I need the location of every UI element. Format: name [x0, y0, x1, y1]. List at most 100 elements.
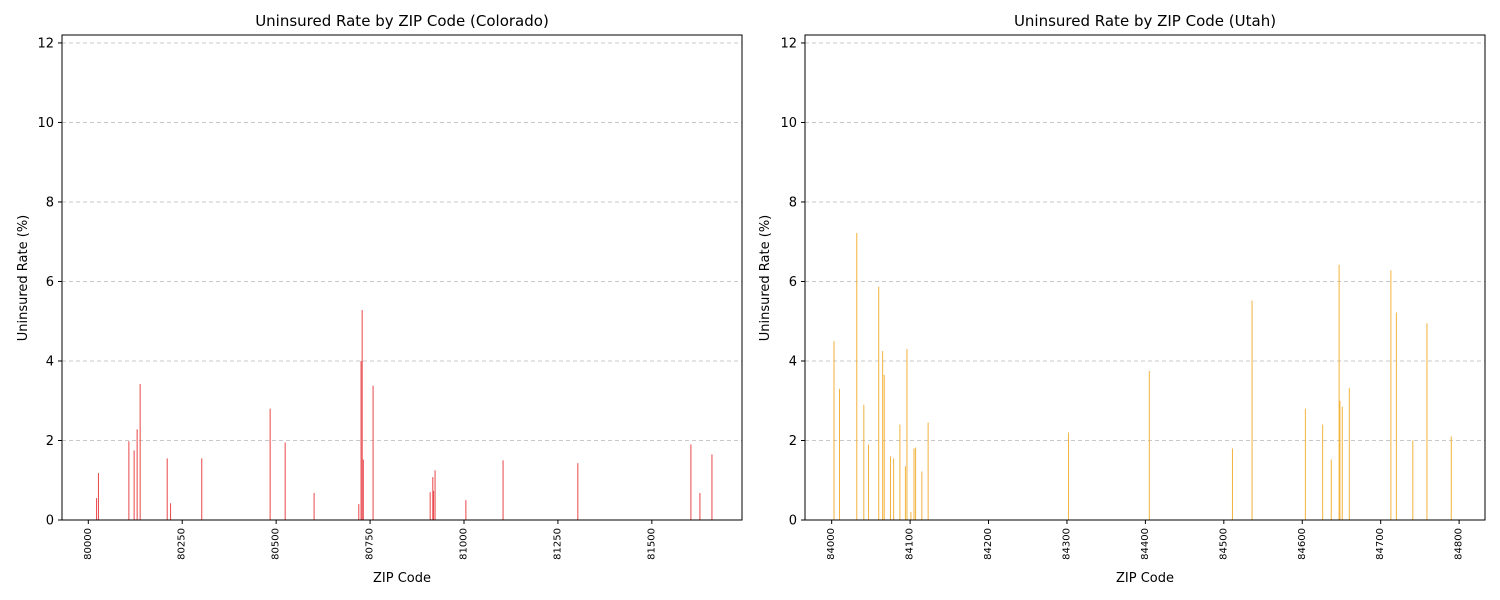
y-tick-label: 4 [789, 354, 797, 369]
bar [878, 286, 880, 520]
bar [1338, 264, 1340, 520]
bar [868, 444, 870, 520]
bar [96, 498, 98, 520]
bar [362, 459, 364, 520]
bar [910, 512, 912, 520]
bars [833, 232, 1452, 520]
y-axis-ticks: 0 2 4 6 8 10 12 [37, 36, 62, 529]
bar [883, 374, 885, 520]
bar [136, 429, 138, 520]
utah-chart: Uninsured Rate by ZIP Code (Utah) ZIP Co… [758, 12, 1486, 586]
bar [1148, 370, 1150, 520]
bar [913, 448, 915, 520]
bar [269, 408, 271, 520]
bar [921, 471, 923, 520]
bar [128, 441, 130, 520]
x-tick-label: 80250 [177, 528, 188, 560]
bar [360, 360, 362, 520]
bar [201, 458, 203, 520]
bar [915, 447, 917, 520]
bar [372, 385, 374, 520]
bar [927, 422, 929, 520]
y-tick-label: 10 [780, 116, 797, 131]
x-tick-label: 84600 [1297, 528, 1308, 560]
bar [1395, 312, 1397, 520]
bar [1390, 270, 1392, 520]
x-tick-label: 84500 [1218, 528, 1229, 560]
bar [904, 466, 906, 520]
bar [361, 310, 363, 520]
y-tick-label: 6 [789, 275, 797, 290]
bar [429, 492, 431, 520]
bar [1304, 408, 1306, 520]
bar [889, 456, 891, 520]
bar [97, 473, 99, 520]
x-tick-label: 84700 [1375, 528, 1386, 560]
x-tick-label: 81250 [552, 528, 563, 560]
x-tick-label: 84100 [905, 528, 916, 560]
bar [1231, 448, 1233, 520]
bar [432, 477, 434, 520]
x-tick-label: 84800 [1454, 528, 1465, 560]
bar [906, 349, 908, 520]
x-tick-label: 84000 [826, 528, 837, 560]
y-gridlines [62, 42, 742, 441]
y-tick-label: 0 [789, 514, 797, 529]
bar [690, 444, 692, 520]
plot-frame [804, 34, 1486, 521]
y-tick-label: 10 [37, 116, 54, 131]
bars [96, 310, 713, 520]
bar [1341, 406, 1343, 520]
bar [863, 404, 865, 520]
x-axis-ticks: 84000 84100 84200 84300 84400 84500 84600 84700… [826, 520, 1465, 560]
x-tick-label: 84200 [983, 528, 994, 560]
bar [433, 490, 435, 520]
y-gridlines [805, 42, 1485, 441]
bar [893, 458, 895, 520]
x-axis-label: ZIP Code [373, 571, 431, 586]
chart-title: Uninsured Rate by ZIP Code (Colorado) [255, 12, 549, 30]
x-axis-label: ZIP Code [1116, 571, 1174, 586]
x-tick-label: 84400 [1140, 528, 1151, 560]
x-tick-label: 80000 [83, 528, 94, 560]
x-tick-label: 80750 [365, 528, 376, 560]
bar [833, 341, 835, 520]
bar [1348, 388, 1350, 520]
y-tick-label: 12 [780, 36, 797, 51]
bar [139, 384, 141, 520]
bar [1322, 424, 1324, 520]
bar [1450, 436, 1452, 520]
y-tick-label: 2 [789, 434, 797, 449]
y-tick-label: 6 [46, 275, 54, 290]
bar [1251, 300, 1253, 520]
plot-frame [61, 34, 743, 521]
bar [133, 450, 135, 520]
bar [839, 388, 841, 520]
x-tick-label: 80500 [271, 528, 282, 560]
x-tick-label: 84300 [1061, 528, 1072, 560]
y-tick-label: 2 [46, 434, 54, 449]
y-axis-label: Uninsured Rate (%) [758, 215, 773, 342]
y-tick-label: 4 [46, 354, 54, 369]
x-tick-label: 81000 [458, 528, 469, 560]
x-tick-label: 81500 [646, 528, 657, 560]
y-tick-label: 8 [789, 195, 797, 210]
bar [1426, 323, 1428, 520]
bar [313, 492, 315, 520]
bar [166, 458, 168, 520]
bar [434, 470, 436, 520]
bar [1330, 459, 1332, 520]
colorado-chart: Uninsured Rate by ZIP Code (Colorado) ZI… [16, 12, 743, 586]
bar [170, 503, 172, 520]
y-tick-label: 0 [46, 514, 54, 529]
chart-title: Uninsured Rate by ZIP Code (Utah) [1014, 12, 1276, 30]
bar [502, 460, 504, 520]
x-axis-ticks: 80000 80250 80500 80750 81000 81250 81500 [83, 520, 657, 560]
bar [577, 463, 579, 520]
y-axis-label: Uninsured Rate (%) [16, 215, 31, 342]
bar [699, 492, 701, 520]
bar [465, 500, 467, 520]
bar [358, 504, 360, 520]
